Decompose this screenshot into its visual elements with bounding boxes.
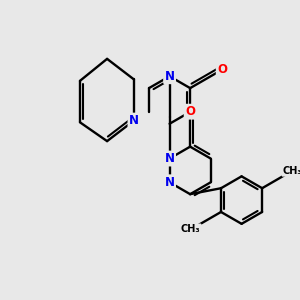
Text: N: N bbox=[165, 176, 175, 189]
Text: O: O bbox=[217, 63, 227, 76]
Text: O: O bbox=[185, 105, 195, 118]
Text: N: N bbox=[165, 152, 175, 165]
Text: CH₃: CH₃ bbox=[181, 224, 200, 235]
Text: CH₃: CH₃ bbox=[283, 166, 300, 176]
Text: N: N bbox=[165, 70, 175, 83]
Text: N: N bbox=[129, 114, 139, 127]
